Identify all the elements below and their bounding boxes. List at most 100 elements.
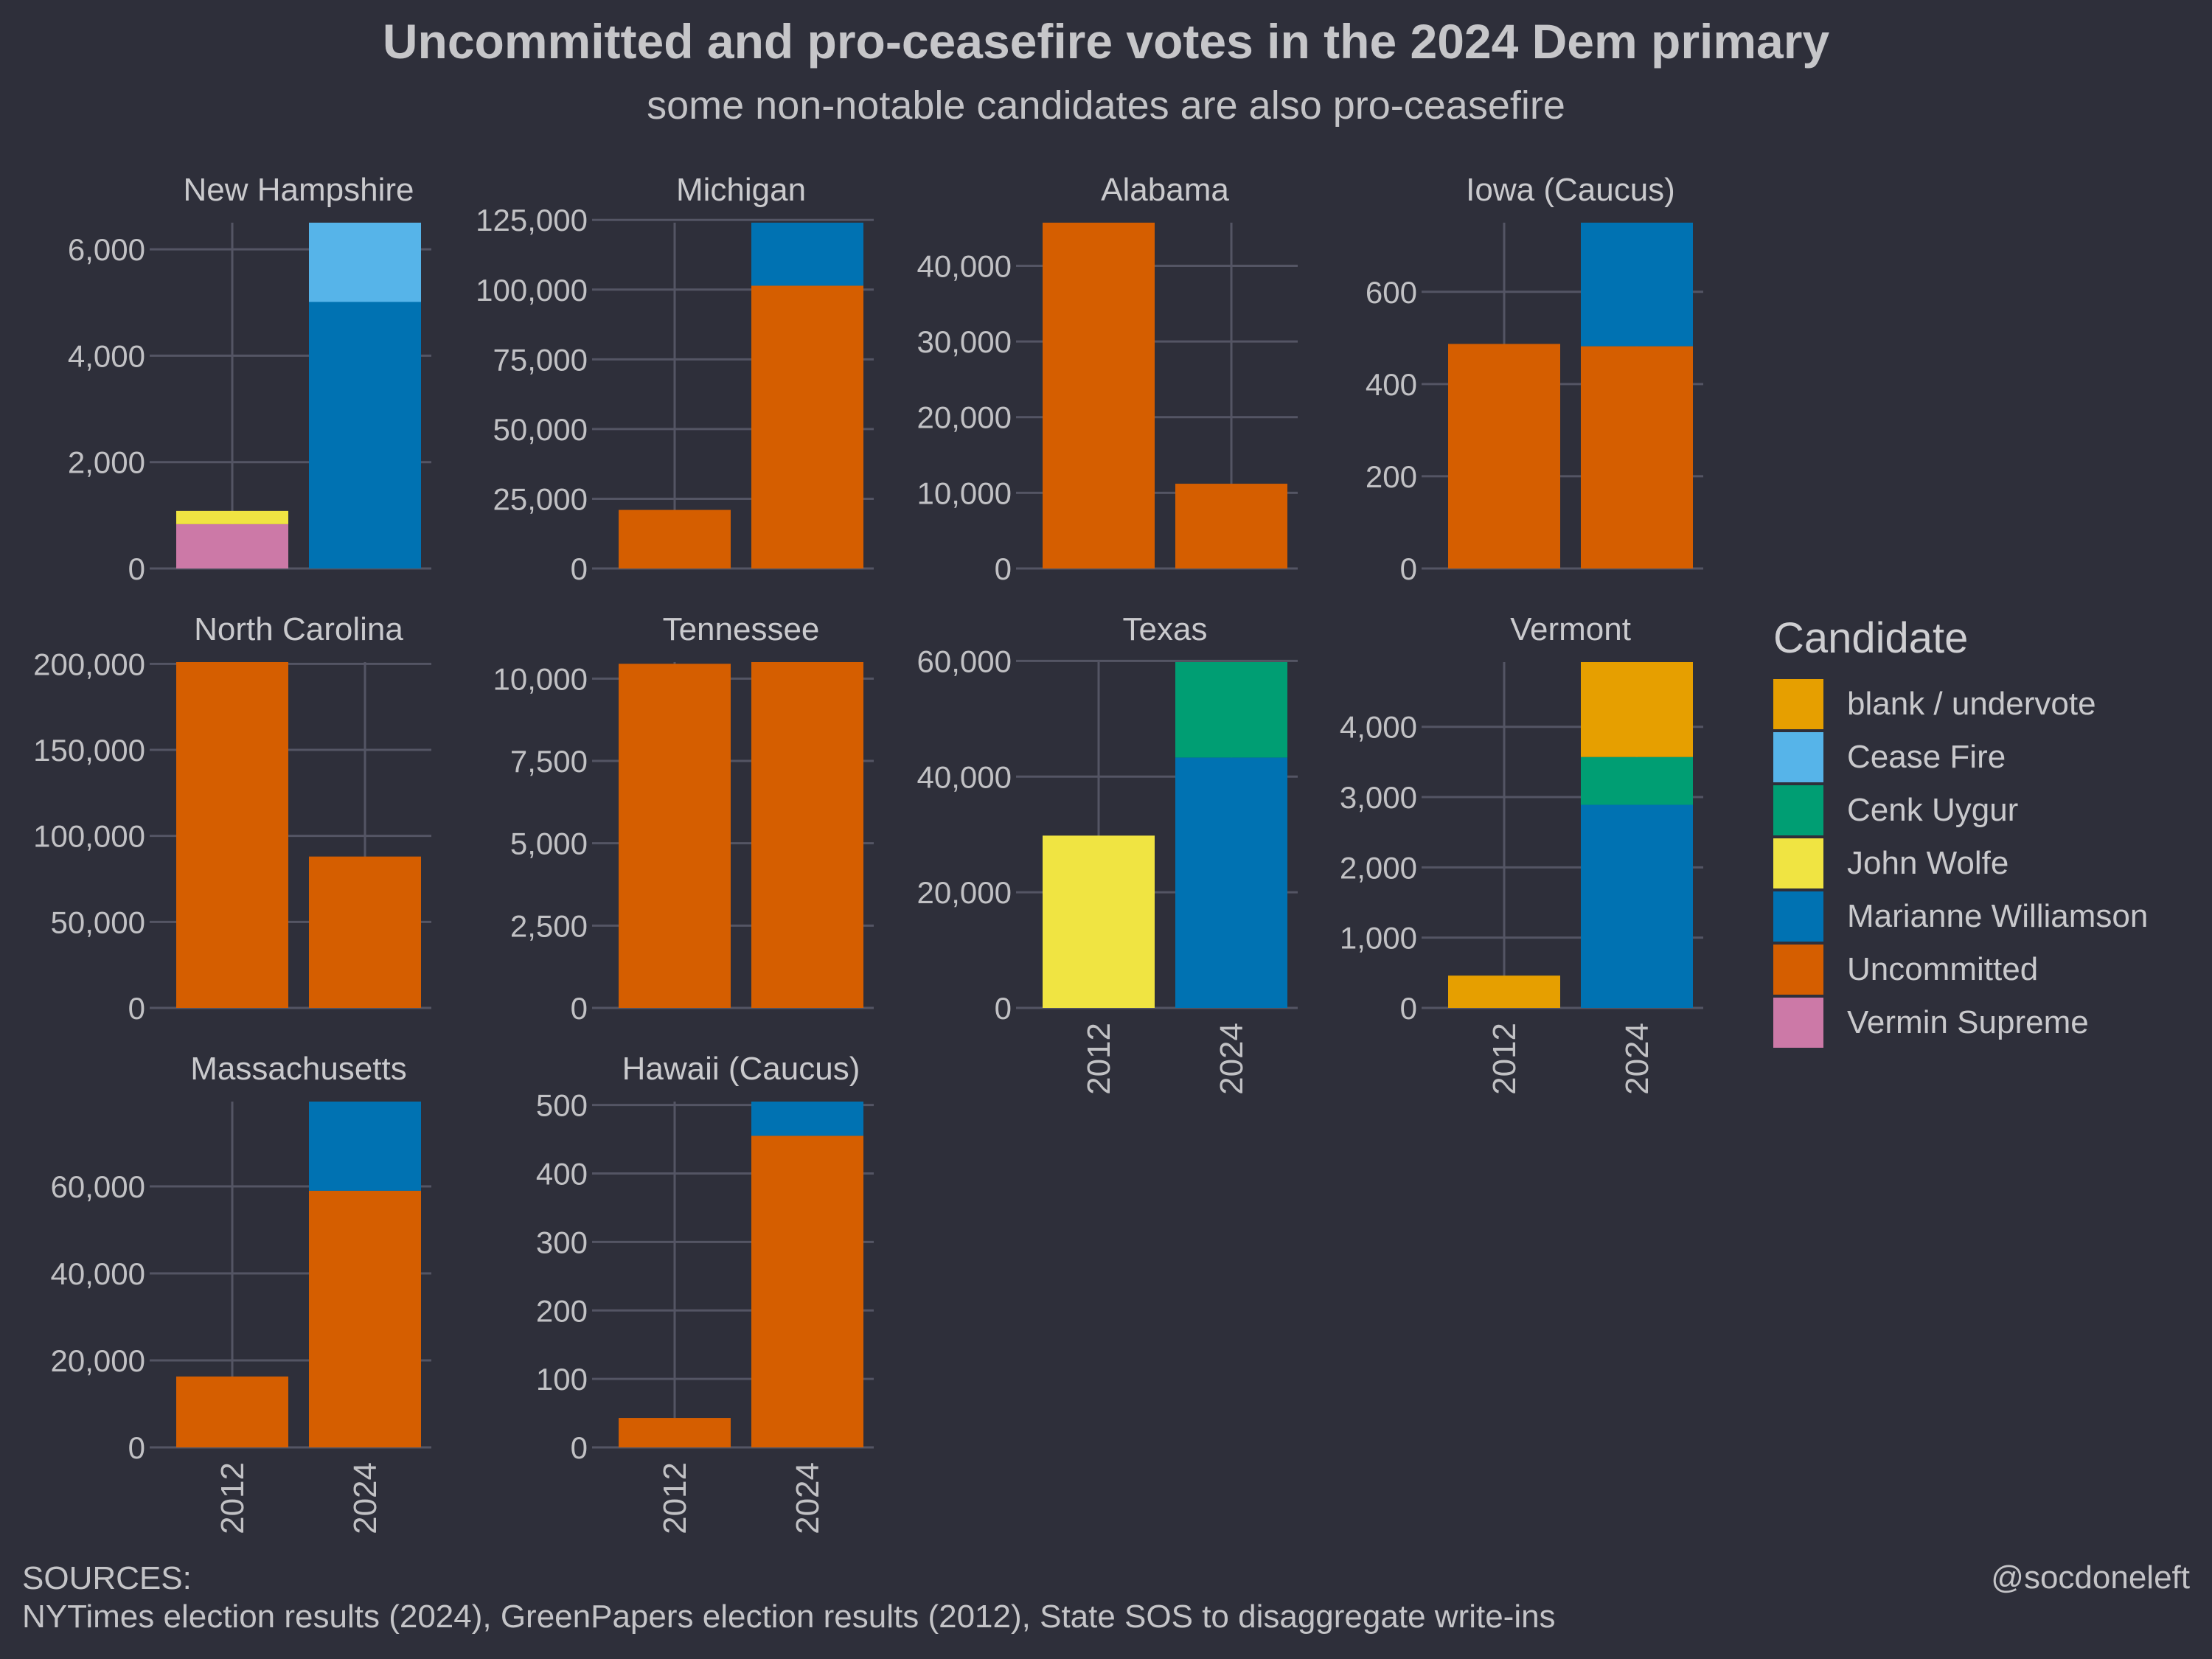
bar-segment [309, 1102, 421, 1191]
panel: 0 1,000 2,000 3,000 4,000 Vermont 2012 2024 [1340, 611, 1703, 1095]
y-tick-label: 400 [1366, 367, 1417, 402]
y-tick-label: 150,000 [33, 733, 145, 768]
panel-title: North Carolina [194, 611, 403, 647]
y-tick-label: 50,000 [51, 905, 145, 939]
y-tick-label: 2,000 [68, 445, 145, 480]
y-tick-label: 500 [536, 1088, 588, 1123]
panel-title: Michigan [676, 172, 806, 208]
sources-label: SOURCES: [22, 1560, 192, 1596]
legend-label: Uncommitted [1847, 951, 2039, 987]
legend-title: Candidate [1773, 614, 1969, 662]
bar-segment [309, 856, 421, 1008]
y-tick-label: 0 [128, 1430, 145, 1465]
y-tick-label: 30,000 [917, 324, 1012, 359]
y-tick-label: 7,500 [510, 744, 588, 779]
panel-title: Vermont [1510, 611, 1631, 647]
panel-title: Texas [1123, 611, 1208, 647]
panel-title: Hawaii (Caucus) [622, 1051, 860, 1087]
y-tick-label: 3,000 [1340, 780, 1417, 815]
y-tick-label: 300 [536, 1225, 588, 1259]
sources-note: SOURCES: NYTimes election results (2024)… [22, 1559, 1556, 1636]
x-tick-label: 2012 [657, 1462, 693, 1534]
bar-segment [176, 1376, 288, 1447]
panel: 0 20,000 40,000 60,000 Texas 2012 2024 [917, 611, 1298, 1095]
legend-swatch [1773, 838, 1823, 888]
y-tick-label: 40,000 [917, 759, 1012, 794]
x-tick-label: 2012 [215, 1462, 251, 1534]
bar-segment [1175, 484, 1287, 568]
legend-swatch [1773, 679, 1823, 729]
y-tick-label: 0 [128, 991, 145, 1026]
bar-segment [309, 302, 421, 568]
y-tick-label: 200 [1366, 459, 1417, 494]
y-tick-label: 600 [1366, 275, 1417, 310]
y-tick-label: 6,000 [68, 232, 145, 267]
x-tick-label: 2024 [1214, 1023, 1250, 1095]
bar-segment [176, 524, 288, 568]
bar-segment [751, 285, 863, 568]
legend-label: Cenk Uygur [1847, 792, 2019, 828]
y-tick-label: 25,000 [493, 481, 588, 516]
y-tick-label: 0 [571, 552, 588, 586]
legend-label: blank / undervote [1847, 686, 2096, 722]
y-tick-label: 0 [571, 991, 588, 1026]
y-tick-label: 40,000 [51, 1256, 145, 1291]
y-tick-label: 4,000 [68, 338, 145, 373]
bar-segment [1043, 223, 1155, 568]
legend-item: John Wolfe [1773, 837, 2148, 890]
panel: 0 100 200 300 400 500 Hawaii (Caucus) 2012 2024 [536, 1051, 874, 1534]
bar-segment [751, 223, 863, 286]
bar-segment [176, 510, 288, 524]
bar-segment [176, 662, 288, 1008]
panel-title: New Hampshire [184, 172, 414, 208]
bar-segment [1581, 346, 1693, 568]
bar-segment [1581, 804, 1693, 1008]
bar-segment [1448, 975, 1560, 1008]
panel-title: Iowa (Caucus) [1466, 172, 1675, 208]
bar-segment [1175, 757, 1287, 1008]
x-tick-label: 2024 [790, 1462, 826, 1534]
y-tick-label: 0 [128, 552, 145, 586]
y-tick-label: 0 [995, 552, 1012, 586]
legend-item: Uncommitted [1773, 943, 2148, 996]
y-tick-label: 50,000 [493, 412, 588, 447]
bar-segment [1448, 344, 1560, 568]
y-tick-label: 0 [995, 991, 1012, 1026]
legend-swatch [1773, 785, 1823, 835]
panel: 0 50,000 100,000 150,000 200,000 North Caroli… [33, 611, 431, 1026]
bar-segment [751, 662, 863, 1008]
y-tick-label: 20,000 [51, 1343, 145, 1378]
bar-segment [1175, 662, 1287, 758]
sources-text: NYTimes election results (2024), GreenPa… [22, 1599, 1556, 1635]
panel: 0 25,000 50,000 75,000 100,000 125,000 Michiga… [476, 172, 874, 586]
bar-segment [751, 1102, 863, 1136]
legend-item: Cease Fire [1773, 731, 2148, 784]
y-tick-label: 60,000 [51, 1169, 145, 1204]
legend: Candidate blank / undervote Cease Fire Cen… [1773, 613, 2148, 1049]
legend-label: Cease Fire [1847, 739, 2006, 775]
panel: 0 2,500 5,000 7,500 10,000 Tennessee [493, 611, 874, 1026]
legend-swatch [1773, 945, 1823, 995]
y-tick-label: 0 [1400, 552, 1417, 586]
y-tick-label: 0 [571, 1430, 588, 1465]
bar-segment [751, 1135, 863, 1447]
y-tick-label: 1,000 [1340, 921, 1417, 956]
y-tick-label: 40,000 [917, 248, 1012, 283]
panel: 0 10,000 20,000 30,000 40,000 Alabama [917, 172, 1298, 586]
y-tick-label: 100,000 [33, 819, 145, 854]
panel: 0 2,000 4,000 6,000 New Hampshire [68, 172, 431, 586]
y-tick-label: 0 [1400, 991, 1417, 1026]
y-tick-label: 4,000 [1340, 710, 1417, 745]
x-tick-label: 2012 [1081, 1023, 1117, 1095]
y-tick-label: 100,000 [476, 273, 588, 307]
x-tick-label: 2024 [1619, 1023, 1655, 1095]
chart-title: Uncommitted and pro-ceasefire votes in t… [382, 14, 1830, 69]
y-tick-label: 10,000 [493, 661, 588, 696]
bar-segment [1581, 757, 1693, 805]
y-tick-label: 60,000 [917, 644, 1012, 678]
panel-title: Alabama [1101, 172, 1229, 208]
legend-item: Marianne Williamson [1773, 890, 2148, 943]
y-tick-label: 5,000 [510, 827, 588, 861]
y-tick-label: 200 [536, 1293, 588, 1328]
